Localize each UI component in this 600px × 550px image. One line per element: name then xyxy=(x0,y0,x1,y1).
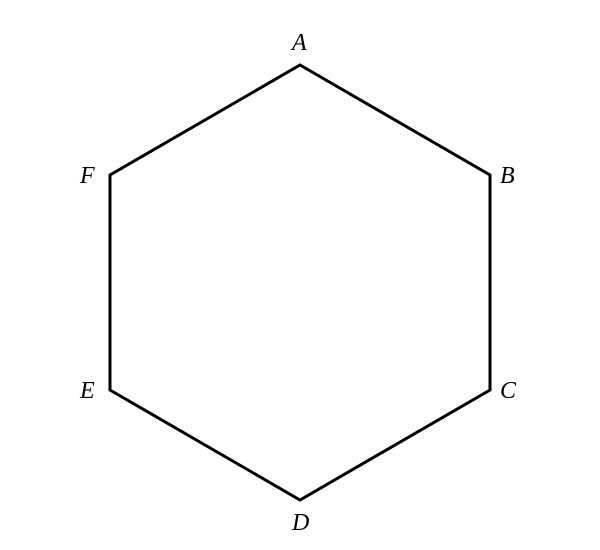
vertex-label-a: A xyxy=(290,30,307,56)
vertex-label-f: F xyxy=(79,163,95,189)
hexagon-diagram: A B C D E F xyxy=(0,0,600,550)
vertex-label-e: E xyxy=(79,378,95,404)
hexagon-shape xyxy=(110,65,490,500)
vertex-label-d: D xyxy=(291,510,309,536)
vertex-label-b: B xyxy=(500,163,515,189)
vertex-label-c: C xyxy=(500,378,517,404)
